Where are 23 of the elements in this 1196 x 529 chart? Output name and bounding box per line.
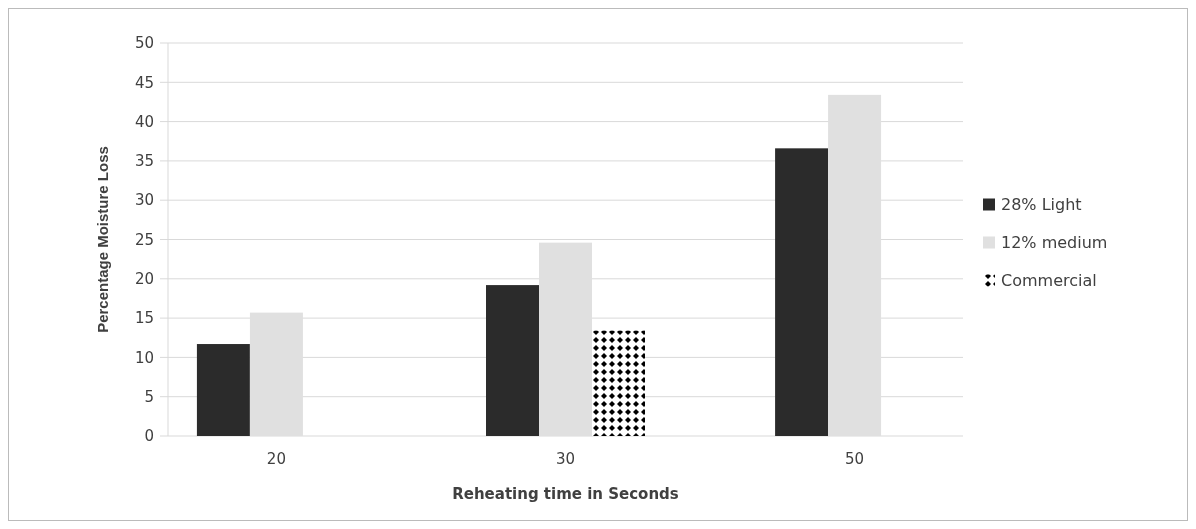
bar [196, 344, 250, 436]
bar [486, 285, 539, 436]
y-tick-label: 50 [134, 34, 154, 53]
y-tick-label: 45 [134, 73, 154, 92]
legend-label: 12% medium [1001, 233, 1108, 253]
y-tick-label: 30 [134, 191, 154, 210]
y-tick-label: 10 [134, 348, 154, 367]
x-axis-title: Reheating time in Seconds [452, 485, 679, 503]
y-tick-label: 15 [134, 309, 154, 328]
y-tick-label: 35 [134, 152, 154, 171]
bar [775, 148, 829, 436]
y-tick-label: 40 [134, 112, 154, 131]
y-tick-label: 0 [144, 427, 154, 446]
y-tick-label: 20 [134, 270, 154, 289]
y-tick-label: 5 [144, 387, 154, 406]
legend-label: 28% Light [1001, 195, 1082, 215]
x-tick-label: 50 [845, 450, 865, 468]
y-tick-label: 25 [134, 230, 154, 249]
x-tick-label: 30 [555, 450, 576, 468]
bar [592, 330, 645, 436]
y-axis-title: Percentage Moisture Loss [94, 146, 111, 333]
legend-label: Commercial [1001, 271, 1097, 291]
x-tick-label: 20 [266, 450, 286, 468]
